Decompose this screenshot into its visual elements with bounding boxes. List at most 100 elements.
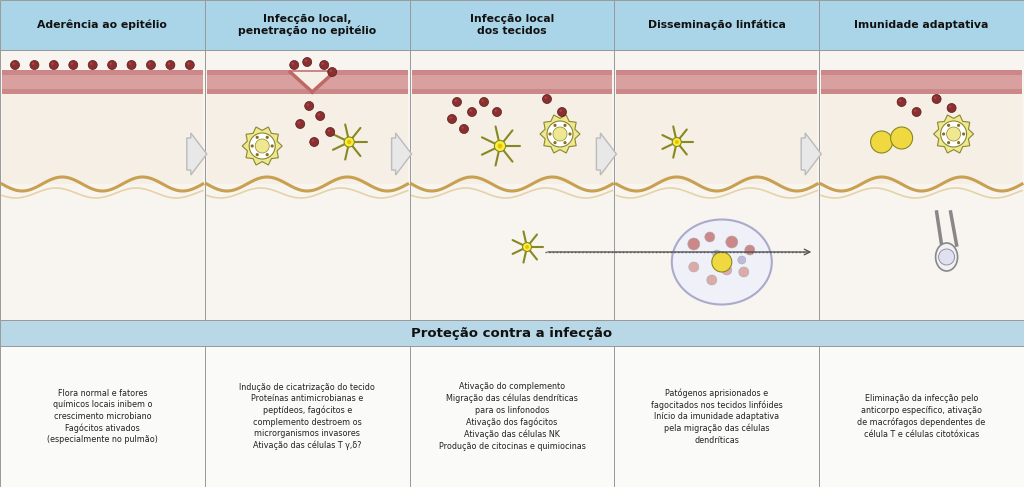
Circle shape	[914, 110, 916, 112]
Circle shape	[251, 145, 254, 148]
Circle shape	[470, 110, 472, 112]
Bar	[614, 50, 819, 320]
Circle shape	[69, 60, 78, 70]
Circle shape	[108, 60, 117, 70]
Circle shape	[309, 137, 318, 147]
Text: Infecção local
dos tecidos: Infecção local dos tecidos	[470, 14, 554, 36]
FancyArrow shape	[596, 133, 616, 175]
Bar	[616, 94, 817, 184]
Bar	[0, 50, 205, 320]
Circle shape	[947, 124, 950, 127]
Circle shape	[315, 112, 325, 120]
Bar	[207, 70, 408, 94]
Circle shape	[90, 62, 92, 65]
Circle shape	[689, 262, 698, 272]
Circle shape	[870, 131, 893, 153]
Circle shape	[305, 59, 307, 62]
Circle shape	[347, 140, 351, 144]
Bar	[614, 0, 819, 50]
Circle shape	[10, 60, 19, 70]
Circle shape	[270, 145, 273, 148]
FancyArrow shape	[801, 133, 821, 175]
Circle shape	[328, 68, 337, 76]
Circle shape	[941, 121, 967, 147]
Bar	[0, 320, 1024, 346]
Circle shape	[673, 137, 681, 147]
Circle shape	[897, 97, 906, 107]
Bar	[614, 346, 819, 487]
Circle shape	[553, 141, 557, 144]
Bar	[616, 70, 817, 94]
Polygon shape	[934, 115, 974, 153]
Circle shape	[547, 121, 573, 147]
Bar	[412, 70, 612, 94]
Circle shape	[319, 60, 329, 70]
Bar	[410, 0, 614, 50]
Text: Infecção local,
penetração no epitélio: Infecção local, penetração no epitélio	[238, 14, 377, 36]
Circle shape	[942, 132, 945, 135]
Bar	[2, 75, 203, 89]
Circle shape	[256, 136, 259, 139]
Circle shape	[957, 141, 961, 144]
Bar	[821, 75, 1022, 89]
Circle shape	[453, 97, 462, 107]
Text: Aderência ao epitélio: Aderência ao epitélio	[38, 20, 167, 30]
Circle shape	[265, 136, 269, 139]
Circle shape	[568, 132, 571, 135]
Circle shape	[481, 99, 483, 102]
Circle shape	[290, 60, 299, 70]
Circle shape	[32, 62, 34, 65]
Bar	[412, 75, 612, 89]
Circle shape	[71, 62, 73, 65]
Circle shape	[947, 104, 956, 112]
Bar	[0, 0, 205, 50]
Circle shape	[705, 232, 715, 242]
Bar	[819, 50, 1024, 320]
Circle shape	[949, 106, 951, 108]
Text: Indução de cicatrização do tecido
Proteínas antimicrobianas e
peptídeos, fagócit: Indução de cicatrização do tecido Proteí…	[240, 383, 375, 450]
Circle shape	[553, 124, 557, 127]
Circle shape	[255, 139, 269, 153]
Circle shape	[738, 256, 745, 264]
Circle shape	[450, 116, 452, 119]
Polygon shape	[290, 72, 334, 94]
Circle shape	[738, 267, 749, 277]
Circle shape	[495, 140, 506, 151]
Circle shape	[891, 127, 912, 149]
Bar	[0, 346, 205, 487]
Circle shape	[148, 62, 151, 65]
Circle shape	[675, 140, 679, 144]
Circle shape	[707, 275, 717, 285]
Circle shape	[49, 60, 58, 70]
Bar	[205, 346, 410, 487]
Bar	[616, 202, 817, 320]
Text: Ativação do complemento
Migração das células dendríticas
para os linfonodos
Ativ: Ativação do complemento Migração das cél…	[438, 382, 586, 450]
Circle shape	[553, 127, 567, 141]
Polygon shape	[243, 127, 283, 165]
FancyArrow shape	[391, 133, 412, 175]
Circle shape	[12, 62, 14, 65]
Circle shape	[722, 265, 732, 275]
Circle shape	[292, 62, 294, 65]
Circle shape	[298, 122, 300, 124]
Circle shape	[498, 144, 503, 149]
Circle shape	[932, 94, 941, 104]
Bar	[819, 346, 1024, 487]
Circle shape	[305, 101, 313, 111]
Circle shape	[479, 97, 488, 107]
Bar	[819, 0, 1024, 50]
Circle shape	[947, 141, 950, 144]
Circle shape	[447, 114, 457, 124]
Circle shape	[330, 70, 332, 72]
FancyArrow shape	[186, 133, 207, 175]
Circle shape	[127, 60, 136, 70]
Circle shape	[455, 99, 457, 102]
Circle shape	[744, 245, 755, 255]
Circle shape	[322, 62, 324, 65]
Bar	[821, 70, 1022, 94]
Bar	[821, 94, 1022, 184]
Circle shape	[468, 108, 476, 116]
Text: Proteção contra a infecção: Proteção contra a infecção	[412, 326, 612, 339]
Circle shape	[460, 125, 469, 133]
Circle shape	[557, 108, 566, 116]
